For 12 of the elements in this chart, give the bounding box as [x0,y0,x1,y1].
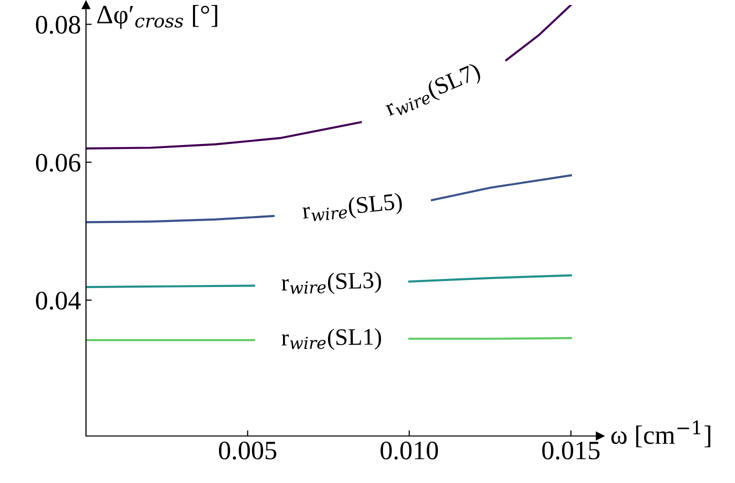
y-tick-label: 0.08 [36,16,80,34]
series-label: r$_{wire}$(SL3) [281,271,382,296]
x-tick-label: 0.005 [218,442,276,460]
x-tick-label: 0.015 [542,442,600,460]
x-axis-title: ω [cm$^{−1}$] [611,420,710,448]
y-tick-label: 0.06 [36,154,80,172]
text: r$_{wire}$(SL5) [302,192,403,224]
y-axis-title: Δφ′$_{cross}$ [°] [97,5,218,29]
series-label: r$_{wire}$(SL1) [282,328,382,350]
x-tick-label: 0.010 [380,442,438,460]
y-tick-label: 0.04 [36,292,81,310]
text: r$_{wire}$(SL7) [383,62,484,121]
